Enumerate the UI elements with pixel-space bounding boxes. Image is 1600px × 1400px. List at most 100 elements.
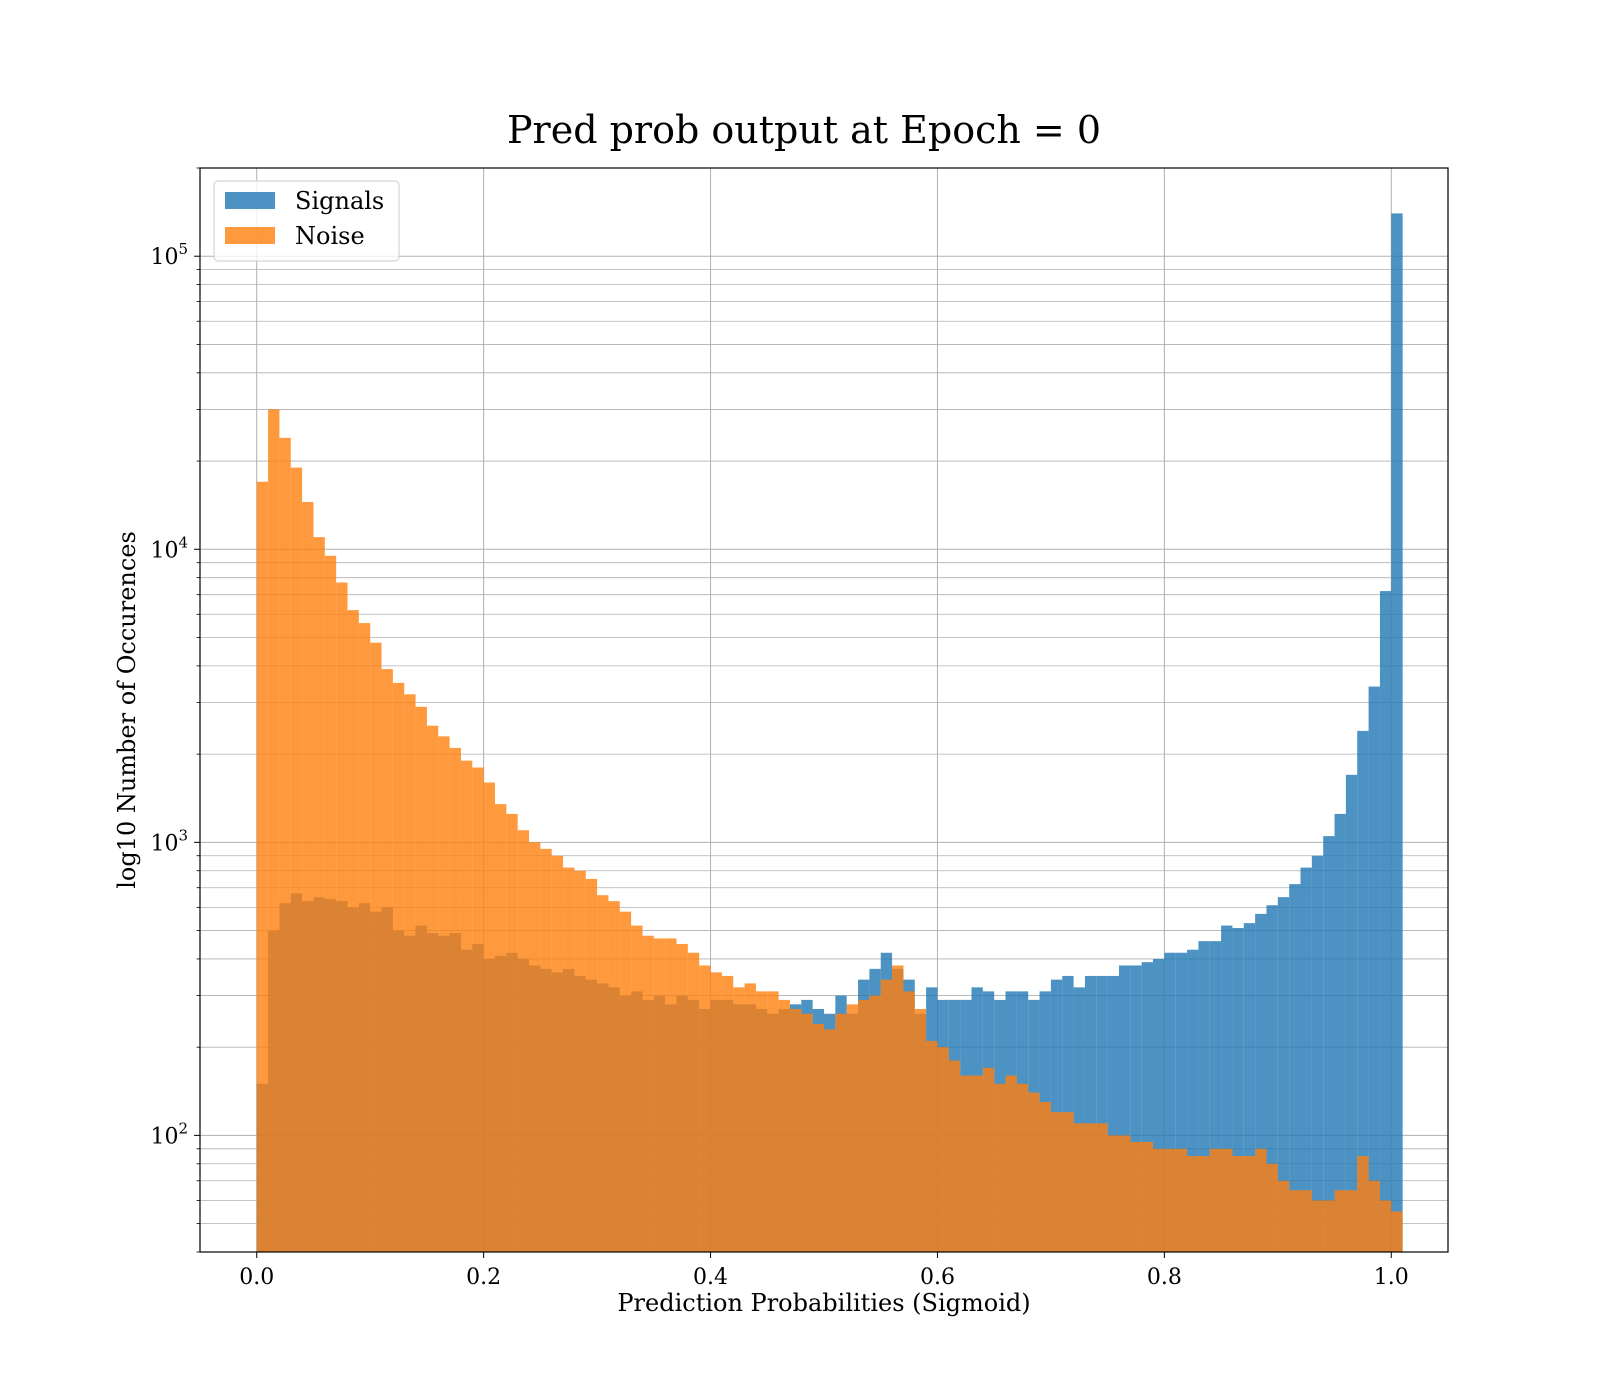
- histogram-bar: [256, 481, 269, 1252]
- histogram-bar: [812, 1023, 824, 1252]
- histogram-bar: [563, 867, 575, 1252]
- histogram-bar: [914, 1008, 927, 1252]
- histogram-bar: [619, 911, 632, 1252]
- histogram-bar: [1130, 965, 1142, 1252]
- histogram-bar: [1073, 987, 1085, 1252]
- histogram-bar: [404, 694, 416, 1252]
- histogram-bar: [279, 437, 291, 1253]
- histogram-bar: [1357, 730, 1369, 1252]
- histogram-bar: [540, 848, 552, 1252]
- histogram-bar: [1164, 1148, 1176, 1252]
- histogram-bar: [1334, 1190, 1346, 1252]
- histogram-bar: [1209, 1148, 1222, 1252]
- histogram-bar: [1175, 952, 1188, 1252]
- histogram-bar: [358, 623, 371, 1252]
- histogram-bar: [778, 999, 790, 1252]
- histogram-bar: [982, 1067, 995, 1252]
- histogram-bar: [937, 1047, 949, 1252]
- histogram-bar: [631, 925, 643, 1252]
- legend-label-noise: Noise: [295, 222, 365, 250]
- histogram-bar: [1323, 836, 1335, 1252]
- y-tick-label: 102: [150, 1119, 188, 1149]
- histogram-bar: [1141, 1141, 1154, 1252]
- histogram-bar: [733, 987, 745, 1252]
- histogram-bar: [1368, 686, 1380, 1252]
- histogram-bar: [1050, 1112, 1063, 1252]
- histogram-bar: [835, 1013, 847, 1252]
- histogram-bar: [687, 952, 700, 1252]
- histogram-bar: [744, 983, 756, 1252]
- histogram-bar: [1391, 213, 1403, 1252]
- histogram-bar: [1187, 949, 1199, 1252]
- histogram-bar: [1311, 1200, 1324, 1252]
- histogram-bar: [336, 582, 348, 1252]
- histogram-bar: [1016, 1083, 1029, 1252]
- histogram-bar: [869, 995, 881, 1252]
- y-tick-label: 103: [150, 826, 188, 856]
- histogram-bar: [1277, 1180, 1290, 1252]
- histogram-bar: [494, 804, 507, 1252]
- histogram-bar: [1221, 925, 1233, 1252]
- histogram-bar: [1187, 1156, 1199, 1252]
- histogram-bar: [1289, 1190, 1301, 1252]
- histogram-bar: [585, 878, 598, 1252]
- histogram-bar: [846, 1004, 859, 1252]
- histogram-bar: [313, 537, 325, 1252]
- histogram-bar: [1130, 1141, 1142, 1252]
- histogram-bar: [1096, 1123, 1108, 1252]
- x-tick-label: 0.4: [693, 1265, 728, 1290]
- plot-frame: [199, 167, 1449, 1253]
- histogram-bar: [290, 467, 303, 1252]
- histogram-bar: [449, 747, 461, 1252]
- histogram-bar: [1232, 1156, 1244, 1252]
- x-tick-label: 0.0: [239, 1265, 274, 1290]
- histogram-bar: [381, 669, 393, 1252]
- histogram-bar: [948, 1060, 961, 1252]
- histogram-bar: [699, 965, 711, 1252]
- histogram-bar: [1107, 1135, 1119, 1252]
- histogram-bar: [529, 842, 541, 1252]
- histogram-bar: [608, 901, 620, 1252]
- histogram-bar: [1357, 1156, 1369, 1252]
- histogram-bar: [1379, 1200, 1392, 1252]
- legend: Signals Noise: [213, 180, 400, 262]
- histogram-bar: [801, 1013, 813, 1252]
- histogram-bar: [324, 555, 337, 1252]
- histogram-bar: [1255, 913, 1267, 1252]
- histogram-bar: [1311, 855, 1324, 1252]
- histogram-bar: [1323, 1200, 1335, 1252]
- histogram-bar: [676, 943, 688, 1252]
- histogram-bar: [971, 1075, 983, 1252]
- histogram-bar: [767, 991, 779, 1252]
- histogram-bar: [710, 972, 722, 1252]
- histogram-bar: [1368, 1180, 1380, 1252]
- histogram-bar: [858, 999, 870, 1252]
- histogram-bar: [960, 1075, 972, 1252]
- histogram-bar: [1300, 1190, 1312, 1252]
- y-tick-label: 105: [150, 240, 188, 270]
- histogram-bar: [1107, 975, 1119, 1252]
- x-tick-label: 1.0: [1374, 1265, 1409, 1290]
- histogram-bar: [302, 501, 314, 1252]
- x-axis-label: Prediction Probabilities (Sigmoid): [617, 1289, 1030, 1317]
- histogram-bar: [880, 979, 893, 1252]
- histogram-bar: [1232, 928, 1244, 1252]
- histogram-bar: [426, 725, 439, 1252]
- histogram-bar: [392, 682, 405, 1252]
- histogram-bar: [1243, 1156, 1256, 1252]
- histogram-bar: [517, 830, 530, 1252]
- histogram-bar: [1345, 774, 1358, 1252]
- histogram-bar: [1073, 1123, 1085, 1252]
- histogram-bar: [994, 1083, 1006, 1252]
- series-noise: [256, 409, 1403, 1253]
- histogram-bar: [926, 1040, 938, 1252]
- histogram-bar: [1153, 958, 1165, 1252]
- histogram-bar: [460, 760, 473, 1252]
- histogram-bar: [1198, 941, 1210, 1252]
- histogram-bar: [1300, 867, 1312, 1252]
- histogram-bar: [1345, 1190, 1358, 1252]
- histogram-bar: [1243, 923, 1256, 1252]
- histogram-bar: [1379, 591, 1392, 1252]
- histogram-bar: [1028, 1092, 1040, 1252]
